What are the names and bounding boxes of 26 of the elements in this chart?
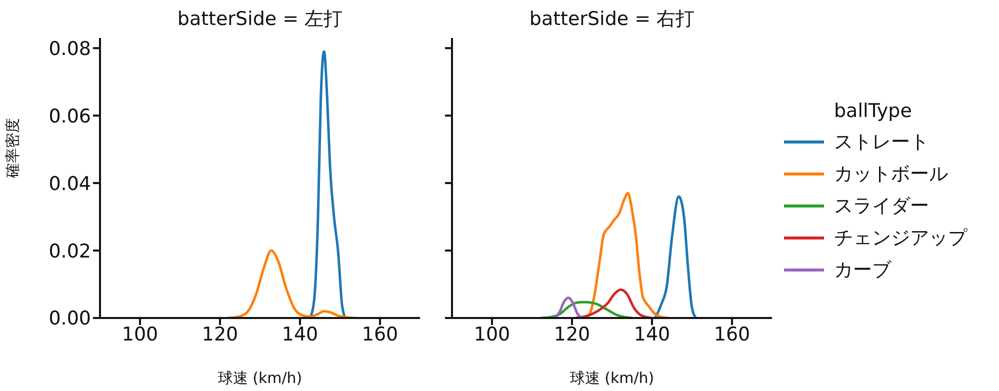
y-tick-label: 0.08	[48, 38, 91, 60]
x-axis-title: 球速 (km/h)	[570, 369, 654, 387]
x-tick-label: 120	[554, 323, 590, 346]
legend-label: カーブ	[834, 258, 891, 283]
chart-title: batterSide = 左打	[176, 7, 344, 32]
legend-label: ストレート	[834, 130, 929, 155]
y-tick-label: 0.00	[48, 308, 91, 330]
x-tick-label: 140	[634, 323, 670, 346]
x-axis-title: 球速 (km/h)	[218, 369, 302, 387]
y-axis-title: 確率密度	[3, 118, 22, 179]
y-tick-label: 0.02	[48, 240, 91, 262]
legend-label: スライダー	[834, 194, 929, 219]
line-series	[308, 50, 346, 318]
y-tick-label: 0.04	[48, 172, 91, 195]
legend-label: チェンジアップ	[834, 226, 967, 251]
x-tick-label: 120	[202, 323, 238, 346]
line-series	[226, 249, 358, 318]
y-tick-label: 0.06	[48, 105, 91, 128]
x-tick-label: 160	[362, 323, 398, 346]
x-tick-label: 100	[122, 323, 158, 346]
x-tick-label: 100	[474, 323, 510, 346]
x-tick-label: 160	[714, 323, 750, 346]
x-tick-label: 140	[282, 323, 318, 346]
chart-title: batterSide = 右打	[528, 7, 696, 32]
legend-title: ballType	[834, 100, 913, 122]
legend-label: カットボール	[834, 162, 948, 187]
